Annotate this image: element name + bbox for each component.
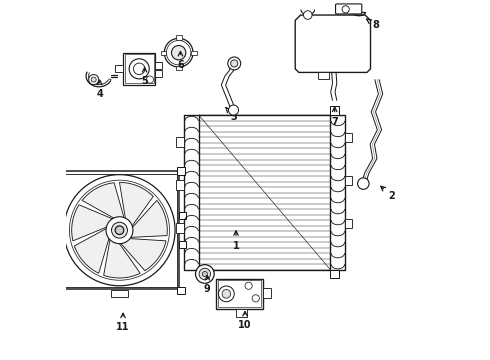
Circle shape [245, 282, 252, 289]
Bar [176, 36, 181, 40]
Circle shape [228, 57, 241, 70]
Polygon shape [104, 238, 140, 278]
Bar [125, 54, 153, 83]
Bar [176, 223, 184, 233]
Text: 1: 1 [233, 231, 240, 251]
Bar [176, 137, 184, 147]
Bar [176, 167, 186, 175]
Bar [161, 50, 167, 55]
Polygon shape [120, 239, 166, 271]
Bar [53, 241, 60, 248]
Bar [176, 287, 186, 294]
FancyBboxPatch shape [60, 171, 179, 289]
Polygon shape [72, 205, 114, 241]
Circle shape [147, 76, 153, 83]
Bar [56, 287, 65, 294]
Bar [176, 180, 184, 190]
Bar [176, 66, 181, 70]
Circle shape [252, 295, 259, 302]
Bar [53, 212, 60, 220]
Text: 11: 11 [116, 313, 130, 332]
Bar [216, 279, 263, 309]
Bar [345, 176, 352, 185]
Circle shape [172, 45, 186, 60]
Text: 10: 10 [238, 311, 252, 330]
Circle shape [357, 9, 361, 13]
Bar [179, 212, 186, 220]
Text: 2: 2 [381, 186, 395, 201]
Circle shape [129, 59, 149, 79]
FancyBboxPatch shape [336, 4, 362, 14]
Polygon shape [120, 183, 153, 227]
Bar [115, 65, 123, 72]
Circle shape [106, 217, 133, 244]
Circle shape [231, 60, 238, 67]
Circle shape [196, 265, 214, 283]
Circle shape [199, 268, 211, 280]
Circle shape [219, 286, 234, 302]
Polygon shape [295, 15, 370, 72]
Circle shape [70, 180, 170, 280]
Circle shape [133, 63, 145, 75]
Text: 6: 6 [177, 51, 184, 70]
Bar [263, 288, 271, 298]
Circle shape [112, 222, 127, 238]
Circle shape [202, 271, 207, 276]
Bar [345, 220, 352, 228]
Circle shape [358, 178, 369, 189]
Circle shape [342, 6, 349, 13]
Bar [179, 241, 186, 248]
Circle shape [228, 105, 239, 115]
Polygon shape [82, 183, 124, 219]
Bar [191, 50, 196, 55]
FancyBboxPatch shape [62, 174, 176, 287]
Bar [330, 270, 340, 278]
Text: 4: 4 [97, 80, 103, 99]
Bar [345, 134, 352, 142]
Circle shape [89, 75, 98, 85]
Bar [318, 72, 329, 79]
Bar [330, 107, 340, 116]
Text: 8: 8 [367, 19, 379, 30]
Circle shape [115, 226, 124, 234]
Bar [218, 280, 261, 307]
Polygon shape [74, 228, 109, 273]
Bar [56, 167, 65, 175]
Bar [236, 309, 247, 317]
Bar [155, 71, 162, 77]
Bar [155, 62, 162, 69]
Bar [111, 290, 128, 297]
Circle shape [303, 11, 312, 19]
Circle shape [91, 77, 96, 82]
Polygon shape [129, 201, 167, 238]
Text: 3: 3 [226, 108, 238, 122]
Circle shape [222, 289, 231, 298]
Text: 9: 9 [204, 276, 211, 294]
Text: 7: 7 [331, 107, 338, 127]
Circle shape [64, 175, 175, 286]
Bar [123, 53, 155, 85]
Text: 5: 5 [141, 68, 148, 86]
